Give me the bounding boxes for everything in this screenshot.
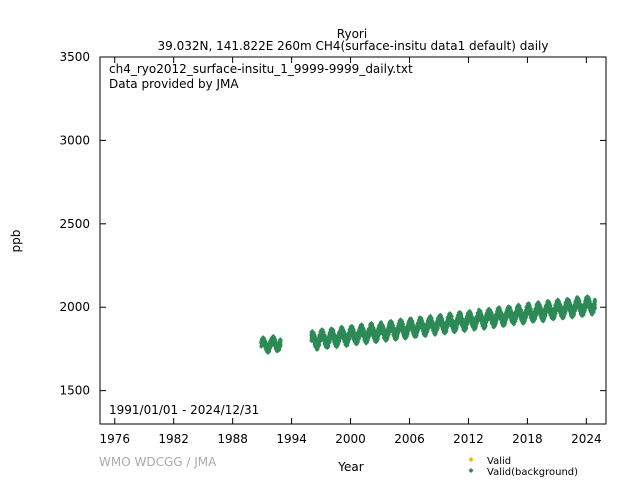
data-point	[278, 338, 283, 343]
x-tick-label: 1994	[276, 432, 307, 446]
chart-subtitle: 39.032N, 141.822E 260m CH4(surface-insit…	[157, 39, 548, 53]
x-axis: 1976 1982 1988 1994 2000 2006 2012 2018 2024	[99, 57, 602, 446]
y-axis-label: ppb	[9, 230, 23, 253]
y-tick-label: 3500	[59, 50, 90, 64]
y-tick-label: 2500	[59, 217, 90, 231]
y-tick-label: 3000	[59, 133, 90, 147]
data-points	[259, 294, 598, 355]
x-tick-label: 2006	[394, 432, 425, 446]
y-tick-label: 2000	[59, 300, 90, 314]
x-tick-label: 2012	[453, 432, 484, 446]
provider-annotation: Data provided by JMA	[109, 77, 239, 91]
period-annotation: 1991/01/01 - 2024/12/31	[109, 403, 259, 417]
file-name-annotation: ch4_ryo2012_surface-insitu_1_9999-9999_d…	[109, 62, 413, 76]
plot-frame	[99, 56, 607, 425]
y-axis: 1500 2000 2500 3000 3500	[59, 50, 606, 398]
x-tick-label: 2000	[335, 432, 366, 446]
x-axis-label: Year	[337, 460, 363, 474]
x-tick-label: 2024	[571, 432, 602, 446]
chart-title: Ryori	[337, 27, 367, 41]
x-tick-label: 1982	[158, 432, 189, 446]
x-tick-label: 1988	[217, 432, 248, 446]
x-tick-label: 1976	[99, 432, 130, 446]
data-point	[278, 342, 283, 347]
credit-text: WMO WDCGG / JMA	[99, 455, 217, 469]
y-tick-label: 1500	[59, 384, 90, 398]
x-tick-label: 2018	[512, 432, 543, 446]
